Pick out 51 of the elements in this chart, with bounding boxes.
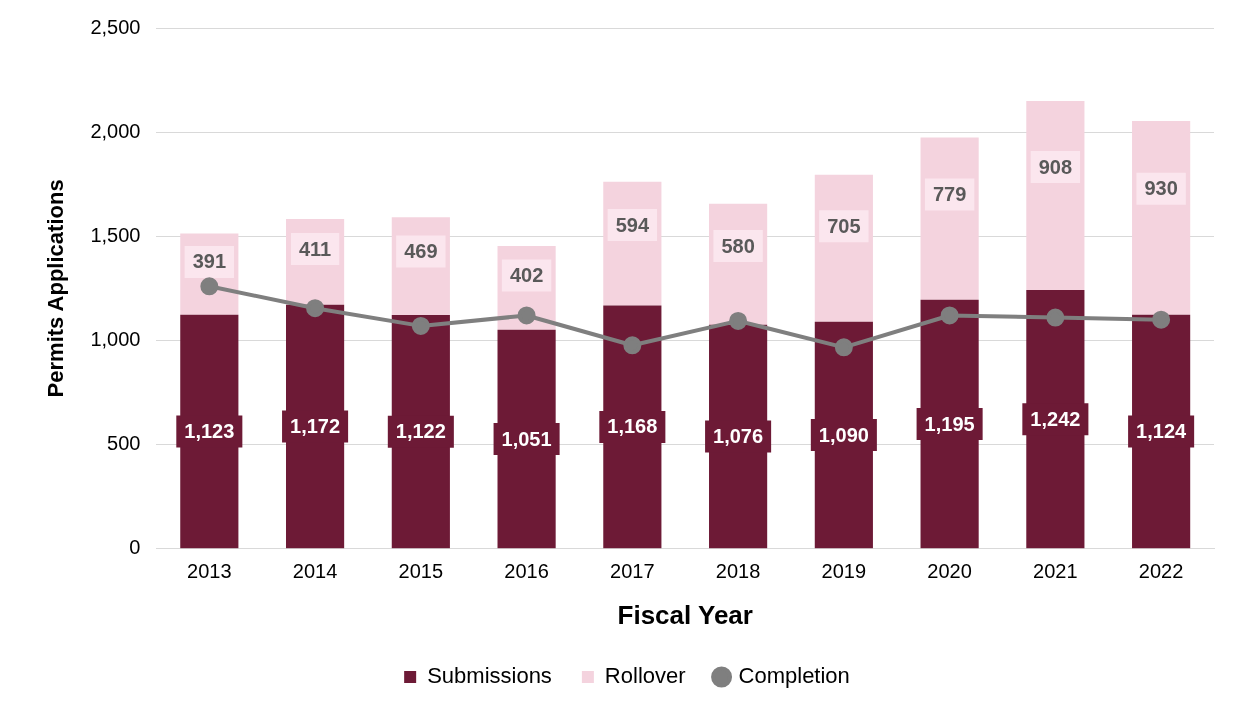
y-tick-label: 2,500: [90, 15, 141, 38]
point: [411, 316, 430, 335]
data-label: 411: [298, 237, 332, 260]
data-label: 908: [1038, 155, 1073, 178]
x-tick-label: 2019: [821, 560, 867, 583]
y-tick-label: 2,000: [90, 119, 141, 142]
x-tick-label: 2020: [927, 560, 972, 583]
x-tick-label: 2017: [610, 560, 655, 583]
x-tick-label: 2021: [1033, 560, 1078, 583]
x-axis-title: Fiscal Year: [617, 599, 753, 630]
legend-label: Completion: [738, 663, 850, 689]
data-label: 594: [615, 213, 650, 236]
point: [200, 277, 219, 296]
data-label: 779: [932, 182, 967, 205]
data-label: 391: [192, 250, 227, 273]
data-label: 402: [509, 263, 544, 286]
legend-label: Submissions: [427, 663, 552, 689]
data-label: 1,076: [713, 424, 764, 447]
y-tick-label: 1,000: [90, 328, 141, 350]
data-label: 1,172: [290, 414, 341, 437]
data-label: 469: [404, 240, 438, 263]
y-tick-label: 500: [107, 432, 141, 455]
legend-label: Rollover: [604, 663, 686, 689]
data-label: 1,090: [818, 423, 869, 446]
data-label: 930: [1144, 177, 1178, 200]
point: [306, 299, 325, 318]
data-label: 1,051: [501, 427, 552, 450]
point: [1046, 308, 1065, 327]
point: [729, 311, 748, 330]
point: [517, 306, 536, 325]
data-label: 1,124: [1136, 419, 1188, 442]
x-tick-label: 2013: [187, 560, 232, 583]
x-tick-label: 2016: [504, 560, 549, 583]
point: [623, 336, 642, 355]
x-tick-label: 2022: [1138, 560, 1184, 583]
y-axis-title: Permits Applications: [43, 179, 69, 398]
data-label: 1,122: [395, 420, 446, 443]
data-label: 1,168: [607, 415, 658, 438]
point: [834, 338, 853, 357]
data-label: 580: [721, 234, 755, 257]
y-tick-label: 1,500: [90, 223, 141, 246]
x-tick-label: 2014: [292, 560, 338, 583]
data-label: 1,195: [924, 412, 975, 435]
point: [940, 306, 959, 325]
data-label: 705: [827, 214, 861, 237]
point: [1152, 310, 1171, 329]
data-label: 1,123: [184, 420, 235, 443]
x-tick-label: 2018: [715, 560, 761, 583]
y-tick-label: 0: [129, 536, 141, 559]
x-tick-label: 2015: [398, 560, 444, 583]
data-label: 1,242: [1030, 407, 1081, 430]
